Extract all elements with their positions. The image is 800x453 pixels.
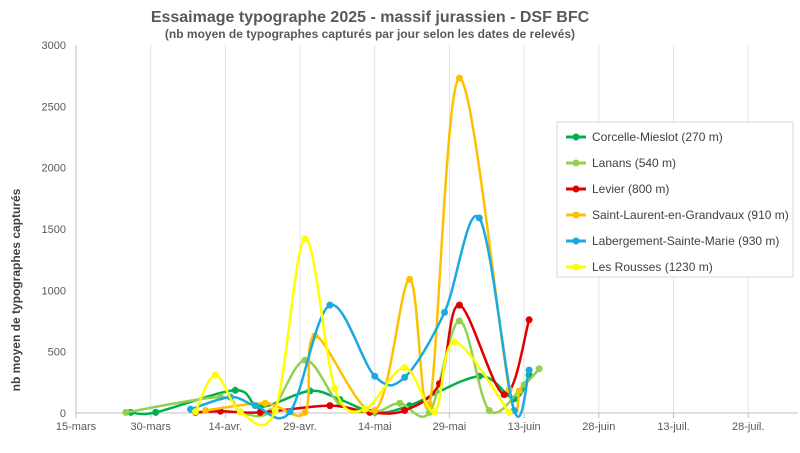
legend-box (556, 121, 794, 278)
legend-label: Levier (800 m) (592, 182, 669, 196)
legend-swatch-marker (572, 263, 580, 271)
series-line (194, 303, 531, 415)
x-tick-label: 30-mars (131, 421, 172, 433)
legend-swatch-marker (572, 159, 580, 167)
data-point (485, 407, 493, 414)
data-point (261, 399, 269, 407)
legend-swatch-marker (572, 237, 580, 245)
data-point (236, 408, 244, 416)
axes: 15-mars 30-mars 14-avr. 29-avr. 14-mai 29-mai… (42, 40, 798, 433)
data-point (301, 408, 309, 416)
data-point (406, 275, 414, 283)
y-tick-label: 2000 (42, 163, 66, 175)
data-point (525, 366, 533, 374)
x-tick-label: 29-avr. (283, 421, 317, 433)
data-point (431, 408, 438, 416)
chart-title: Essaimage typographe 2025 - massif juras… (151, 9, 590, 26)
data-point (455, 74, 463, 82)
chart-subtitle: (nb moyen de typographes capturés par jo… (165, 27, 575, 41)
y-tick-label: 500 (48, 347, 66, 359)
x-tick-label: 14-avr. (209, 421, 243, 433)
data-point (192, 408, 199, 416)
data-point (152, 408, 160, 416)
y-tick-label: 1500 (42, 224, 66, 236)
data-point (326, 402, 334, 410)
data-point (122, 408, 130, 416)
x-tick-label: 13-juil. (657, 421, 689, 433)
data-point (286, 408, 294, 416)
x-tick-label: 15-mars (56, 421, 97, 433)
data-point (271, 407, 279, 414)
series-6 (192, 235, 513, 427)
data-point (401, 407, 409, 414)
x-tick-label: 13-juin (508, 421, 541, 433)
data-point (202, 407, 209, 414)
data-point (331, 385, 339, 392)
data-point (455, 317, 463, 325)
data-point (361, 405, 369, 413)
data-point (251, 402, 259, 410)
data-point (401, 373, 409, 381)
series-line (204, 76, 521, 417)
legend-swatch-marker (572, 133, 580, 141)
data-point (500, 391, 508, 399)
legend: Corcelle-Mieslot (270 m) Lanans (540 m) Le… (566, 130, 789, 274)
y-tick-label: 3000 (42, 40, 66, 52)
x-tick-label: 28-juil. (732, 421, 764, 433)
legend-swatch-marker (572, 211, 580, 219)
data-point (326, 301, 334, 309)
legend-label: Lanans (540 m) (592, 156, 676, 170)
data-point (371, 407, 379, 414)
x-tick-label: 28-juin (582, 421, 615, 433)
legend-swatch-marker (572, 185, 580, 193)
y-axis-title: nb moyen de typographes capturés (9, 188, 23, 391)
data-point (525, 316, 533, 324)
legend-label: Corcelle-Mieslot (270 m) (592, 130, 723, 144)
x-tick-label: 14-mai (358, 421, 392, 433)
series-3 (192, 301, 533, 416)
data-point (535, 365, 543, 373)
data-point (371, 372, 379, 380)
legend-label: Labergement-Sainte-Marie (930 m) (592, 234, 779, 248)
data-point (455, 301, 463, 309)
data-point (515, 387, 523, 395)
data-point (505, 408, 513, 416)
data-point (401, 364, 409, 372)
data-point (450, 338, 458, 346)
y-tick-label: 2500 (42, 101, 66, 113)
data-point (211, 371, 219, 379)
series-layer (122, 74, 543, 427)
series-line (189, 214, 531, 420)
y-tick-label: 0 (60, 408, 66, 420)
legend-label: Les Rousses (1230 m) (592, 260, 713, 274)
y-tick-label: 1000 (42, 285, 66, 297)
legend-label: Saint-Laurent-en-Grandvaux (910 m) (592, 208, 789, 222)
data-point (396, 399, 404, 407)
data-point (301, 235, 309, 243)
data-point (475, 214, 483, 222)
x-tick-label: 29-mai (433, 421, 467, 433)
data-point (231, 386, 239, 394)
data-point (441, 308, 448, 316)
